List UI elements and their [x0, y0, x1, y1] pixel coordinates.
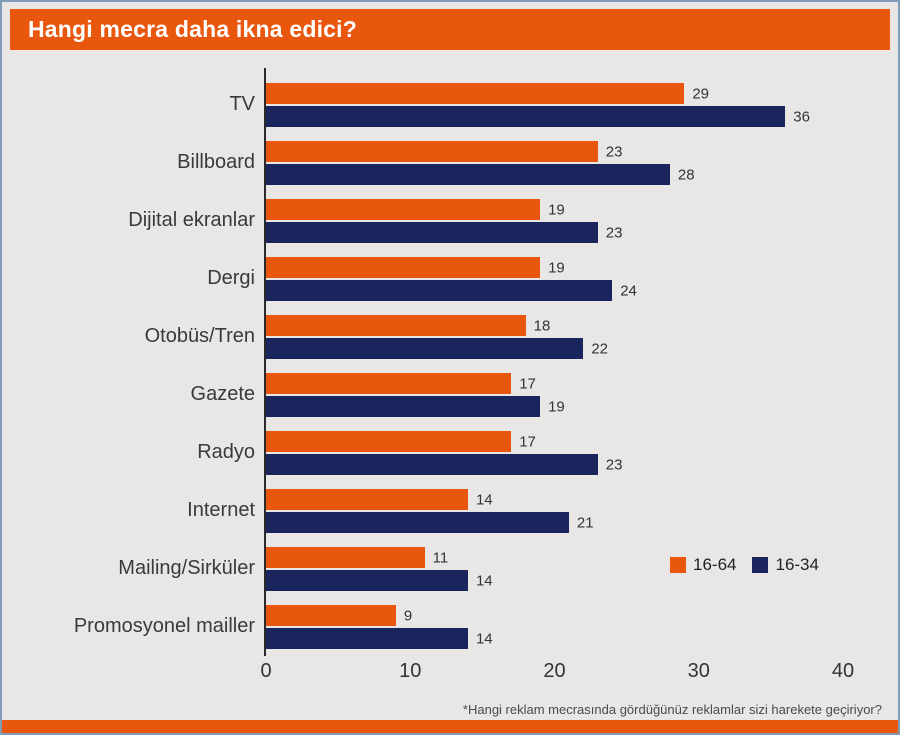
bar-series-16-64: 18 [266, 315, 550, 336]
x-tick-label: 40 [831, 660, 855, 682]
bar-area: 19 23 [266, 191, 843, 249]
category-label: Otobüs/Tren [144, 324, 255, 347]
legend-item: 16-34 [752, 555, 819, 575]
x-tick-label: 30 [687, 660, 710, 682]
value-label: 23 [605, 143, 623, 160]
legend-label: 16-64 [693, 555, 737, 574]
value-label: 23 [605, 456, 623, 473]
bar-area: 17 23 [266, 423, 843, 481]
bar-series-16-34: 19 [266, 396, 565, 417]
category-label: Dijital ekranlar [128, 208, 255, 231]
bar-series-16-34: 14 [266, 628, 493, 649]
bar-series-16-64: 19 [266, 257, 565, 278]
value-label: 17 [519, 433, 536, 450]
value-label: 11 [432, 549, 449, 566]
bar-series-16-34: 14 [266, 570, 493, 591]
x-axis-ticks: 0 10 20 30 40 [260, 660, 854, 684]
chart-title-bar: Hangi mecra daha ikna edici? [10, 9, 890, 50]
bar-series-16-34: 36 [266, 106, 810, 127]
y-axis-line [264, 68, 266, 656]
x-tick-label: 20 [543, 660, 566, 682]
bar-series-16-34: 28 [266, 164, 695, 185]
value-label: 24 [620, 282, 637, 299]
bar-area: 19 24 [266, 249, 843, 307]
chart-row: Radyo 17 23 [10, 423, 851, 481]
chart-title: Hangi mecra daha ikna edici? [28, 16, 357, 42]
chart-row: Billboard 23 28 [10, 133, 851, 191]
bottom-accent-bar [2, 720, 898, 733]
category-label: Billboard [177, 150, 255, 173]
bar-series-16-34: 23 [266, 222, 622, 243]
legend-swatch-icon [670, 557, 686, 573]
bar-area: 29 36 [266, 75, 843, 133]
bar-area: 18 22 [266, 307, 843, 365]
category-label: Promosyonel mailler [73, 614, 255, 637]
bar-area: 14 21 [266, 481, 843, 539]
value-label: 14 [475, 572, 493, 589]
category-label: Mailing/Sirküler [118, 556, 255, 579]
bar-area: 23 28 [266, 133, 843, 191]
bar-area: 11 14 [266, 539, 843, 597]
x-tick-label: 0 [260, 660, 272, 682]
value-label: 22 [591, 340, 609, 357]
chart-row: Dergi 19 24 [10, 249, 851, 307]
chart-row: Internet 14 21 [10, 481, 851, 539]
value-label: 14 [475, 630, 493, 647]
bar-series-16-64: 14 [266, 489, 493, 510]
bar-series-16-34: 23 [266, 454, 622, 475]
value-label: 19 [548, 201, 565, 218]
category-label: Gazete [190, 382, 255, 405]
bar-area: 9 14 [266, 597, 843, 655]
bar-series-16-64: 19 [266, 199, 565, 220]
chart-row: Dijital ekranlar 19 23 [10, 191, 851, 249]
category-label: Radyo [197, 440, 255, 463]
bar-series-16-64: 23 [266, 141, 622, 162]
value-label: 9 [403, 607, 413, 624]
x-tick-label: 10 [399, 660, 422, 682]
bar-series-16-34: 24 [266, 280, 637, 301]
category-label: TV [229, 92, 255, 115]
footnote: *Hangi reklam mecrasında gördüğünüz rekl… [462, 702, 882, 717]
value-label: 36 [793, 108, 810, 125]
bar-area: 17 19 [266, 365, 843, 423]
value-label: 28 [677, 166, 695, 183]
bar-chart: TV 29 36 Billboard 23 28 Dijital ekranlar 19 23 D… [10, 75, 851, 655]
value-label: 14 [475, 491, 493, 508]
value-label: 19 [548, 259, 565, 276]
value-label: 18 [533, 317, 551, 334]
category-label: Internet [187, 498, 255, 521]
chart-row: Mailing/Sirküler 11 14 [10, 539, 851, 597]
chart-row: Promosyonel mailler 9 14 [10, 597, 851, 655]
legend: 16-64 16-34 [670, 555, 819, 575]
bar-series-16-64: 17 [266, 373, 536, 394]
legend-item: 16-64 [670, 555, 736, 575]
legend-label: 16-34 [775, 555, 819, 574]
bar-series-16-64: 29 [266, 83, 709, 104]
legend-swatch-icon [752, 557, 769, 573]
category-label: Dergi [207, 266, 255, 289]
chart-row: Otobüs/Tren 18 22 [10, 307, 851, 365]
bar-series-16-34: 21 [266, 512, 594, 533]
chart-row: TV 29 36 [10, 75, 851, 133]
bar-series-16-34: 22 [266, 338, 608, 359]
bar-series-16-64: 11 [266, 547, 448, 568]
value-label: 19 [548, 398, 565, 415]
chart-row: Gazete 17 19 [10, 365, 851, 423]
value-label: 21 [576, 514, 594, 531]
bar-series-16-64: 9 [266, 605, 412, 626]
value-label: 17 [519, 375, 536, 392]
value-label: 29 [692, 85, 709, 102]
value-label: 23 [605, 224, 623, 241]
bar-series-16-64: 17 [266, 431, 536, 452]
